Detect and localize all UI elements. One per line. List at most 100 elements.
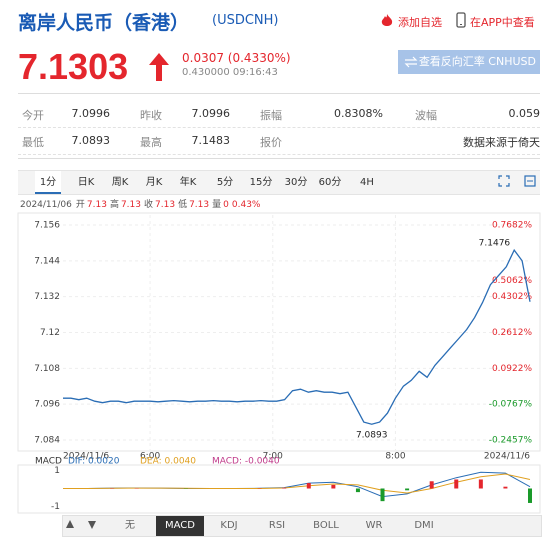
y-tick-label: 7.096 <box>34 400 60 410</box>
macd-bar <box>528 488 532 503</box>
row-divider <box>18 154 540 155</box>
indicator-tab[interactable]: WR <box>365 520 383 531</box>
macd-bar <box>429 481 434 489</box>
macd-line <box>63 471 531 498</box>
macd-bar <box>478 479 483 489</box>
view-in-app[interactable]: 在APP中查看 <box>470 16 535 29</box>
y-tick-label: 7.144 <box>34 256 60 266</box>
reverse-rate-button[interactable]: 查看反向汇率 CNHUSD <box>398 50 540 74</box>
stat-label: 波幅 <box>415 109 437 122</box>
macd-line <box>63 473 531 494</box>
info-value: 0 <box>223 200 229 210</box>
stat-value: 0.8308% <box>334 107 383 120</box>
indicator-tab[interactable]: 无 <box>125 520 135 531</box>
y2-tick-label: 0.5062% <box>492 276 532 286</box>
period-tab[interactable]: 月K <box>145 177 163 188</box>
divider <box>18 158 540 159</box>
stat-label: 昨收 <box>140 109 162 122</box>
up-arrow <box>149 53 169 81</box>
symbol: (USDCNH) <box>212 13 279 28</box>
macd-bar <box>306 483 311 489</box>
macd-bar <box>503 486 508 489</box>
indicator-tabs: 无 MACD KDJ RSI BOLL WR DMI <box>62 515 542 537</box>
x-tick-label: 8:00 <box>385 452 405 462</box>
macd-bar <box>355 488 360 493</box>
indicator-tab[interactable]: KDJ <box>220 520 238 531</box>
period-tab[interactable]: 4H <box>360 177 374 188</box>
indicator-tab[interactable]: DMI <box>414 520 434 531</box>
info-label: 高 <box>109 200 119 210</box>
info-value: 7.13 <box>189 200 210 210</box>
title: 离岸人民币（香港） <box>18 12 190 34</box>
legend-entry: DIF: 0.0020 <box>68 457 120 467</box>
macd-bar <box>282 487 287 489</box>
divider <box>18 93 540 94</box>
info-date: 2024/11/06 <box>20 200 72 210</box>
y2-tick-label: 0.2612% <box>492 328 532 338</box>
y2-tick-label: -0.2457% <box>489 436 533 446</box>
indicator-tab[interactable]: BOLL <box>313 520 339 531</box>
info-value: 7.13 <box>155 200 176 210</box>
y-tick-label: 7.156 <box>34 221 60 231</box>
price: 7.1303 <box>18 46 129 87</box>
info-label: 低 <box>178 200 188 210</box>
info-label: 收 <box>144 200 154 210</box>
y-tick-label: 7.108 <box>34 364 60 374</box>
info-label: 开 <box>75 200 85 210</box>
high-label: 7.1476 <box>479 239 511 249</box>
period-tab[interactable]: 年K <box>179 177 197 188</box>
stat-label: 最低 <box>22 136 44 149</box>
phone-icon <box>456 12 466 28</box>
add-watchlist[interactable]: 添加自选 <box>398 16 442 29</box>
y-tick-label: 7.132 <box>34 292 60 302</box>
x-tick-label: 7:00 <box>263 452 283 462</box>
period-tab[interactable]: 15分 <box>249 177 273 188</box>
period-tab[interactable]: 日K <box>77 177 95 188</box>
y-tick-label: -1 <box>51 502 60 512</box>
indicator-tab[interactable]: MACD <box>156 516 204 536</box>
legend-entry: MACD: -0.0040 <box>212 457 280 467</box>
info-label: 量 <box>212 200 222 210</box>
ohlc-info: 2024/11/06 开 7.13 高 7.13 收 7.13 低 7.13 量 0 0.43% <box>20 197 263 210</box>
indicator-tab[interactable]: RSI <box>268 520 286 531</box>
period-tabs: 1分 日K 周K 月K 年K 5分 15分 30分 60分 4H <box>18 170 540 195</box>
stat-value: 7.0996 <box>71 107 111 120</box>
period-tab[interactable]: 周K <box>111 177 129 188</box>
data-source: 数据来源于倚天 <box>463 136 540 149</box>
y2-tick-label: -0.0767% <box>489 400 533 410</box>
macd-bar <box>454 479 459 489</box>
period-tab[interactable]: 5分 <box>216 177 234 188</box>
macd-bar <box>331 484 336 489</box>
swap-icon <box>404 56 418 68</box>
stat-value: 7.1483 <box>191 134 231 147</box>
scroll-arrows[interactable] <box>66 518 100 532</box>
info-value: 7.13 <box>120 200 141 210</box>
stat-label: 报价 <box>260 136 282 149</box>
y-tick-label: 7.084 <box>34 436 60 446</box>
macd-bar <box>380 488 385 502</box>
row-divider <box>18 127 540 128</box>
price-line <box>63 248 531 425</box>
x-tick-label: 6:00 <box>140 452 160 462</box>
y2-tick-label: 0.4302% <box>492 292 532 302</box>
price-detail: 0.430000 09:16:43 <box>182 67 278 78</box>
chart-tools[interactable] <box>498 175 538 189</box>
stat-value: 7.0996 <box>191 107 231 120</box>
macd-frame <box>17 464 541 514</box>
info-value: 7.13 <box>86 200 107 210</box>
y2-tick-label: 0.7682% <box>492 221 532 231</box>
y2-tick-label: 0.0922% <box>492 364 532 374</box>
price-change: 0.0307 (0.4330%) <box>182 51 291 65</box>
macd-bar <box>405 488 410 491</box>
y-tick-label: 1 <box>54 466 60 476</box>
stat-value: 7.0893 <box>71 134 111 147</box>
period-tab[interactable]: 60分 <box>318 177 342 188</box>
stat-label: 今开 <box>22 109 44 122</box>
stat-value: 0.059 <box>508 107 541 120</box>
period-tab[interactable]: 1分 <box>35 171 61 194</box>
stat-label: 振幅 <box>260 109 282 122</box>
y-tick-label: 7.12 <box>40 328 60 338</box>
period-tab[interactable]: 30分 <box>284 177 308 188</box>
